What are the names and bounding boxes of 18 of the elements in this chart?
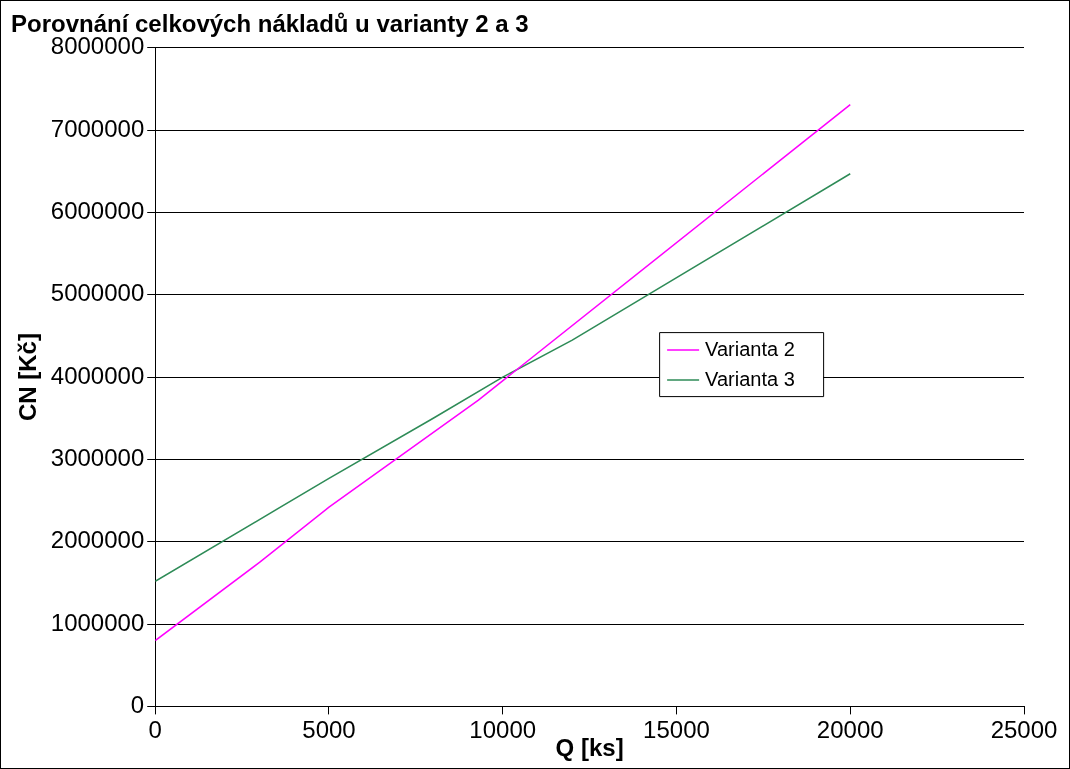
y-tick-label: 2000000 bbox=[50, 526, 145, 554]
x-tick-label: 20000 bbox=[816, 716, 884, 744]
x-tick-label: 0 bbox=[148, 716, 162, 744]
x-axis-title: Q [ks] bbox=[555, 734, 624, 762]
legend-label: Varianta 2 bbox=[705, 337, 795, 360]
y-tick-label: 0 bbox=[130, 691, 145, 719]
y-tick-label: 6000000 bbox=[50, 197, 145, 225]
x-tick-label: 5000 bbox=[302, 716, 356, 744]
x-tick-label: 10000 bbox=[469, 716, 537, 744]
x-tick-label: 15000 bbox=[643, 716, 710, 744]
y-tick-label: 7000000 bbox=[50, 114, 145, 142]
y-tick-label: 3000000 bbox=[50, 444, 145, 472]
legend-label: Varianta 3 bbox=[705, 367, 795, 390]
y-tick-label: 4000000 bbox=[50, 361, 145, 389]
x-tick-label: 25000 bbox=[990, 716, 1058, 744]
y-tick-label: 5000000 bbox=[50, 279, 145, 307]
y-tick-label: 1000000 bbox=[50, 608, 145, 636]
y-axis-title: CN [Kč] bbox=[14, 333, 42, 422]
